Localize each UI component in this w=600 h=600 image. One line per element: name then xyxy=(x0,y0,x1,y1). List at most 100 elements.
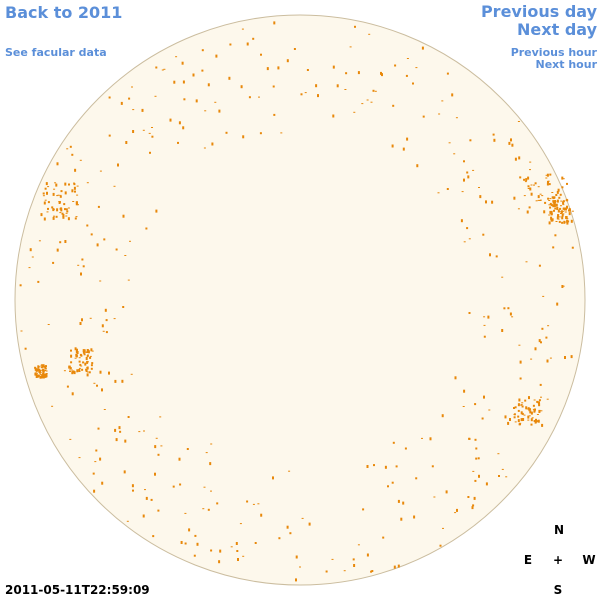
facula xyxy=(130,373,133,375)
facula xyxy=(132,109,135,111)
facular-link[interactable]: See facular data xyxy=(5,46,107,59)
facula xyxy=(433,496,436,498)
facula xyxy=(188,528,191,532)
facula xyxy=(180,541,183,544)
facula xyxy=(548,200,551,201)
facula xyxy=(513,407,515,409)
facula xyxy=(332,114,335,118)
facula xyxy=(438,113,441,115)
back-link[interactable]: Back to 2011 xyxy=(5,3,122,22)
facula xyxy=(395,465,398,468)
facula xyxy=(331,558,334,560)
facula xyxy=(547,180,549,183)
facula xyxy=(416,164,419,168)
facula xyxy=(536,400,539,403)
facula xyxy=(155,66,158,69)
facula xyxy=(38,369,41,373)
facula xyxy=(548,214,551,216)
facula xyxy=(45,365,47,368)
facula xyxy=(71,371,74,375)
next-day-link[interactable]: Next day xyxy=(517,20,598,39)
facula xyxy=(538,410,541,413)
facula xyxy=(138,431,141,433)
facula xyxy=(240,85,243,89)
previous-day-link[interactable]: Previous day xyxy=(481,2,598,21)
facula xyxy=(278,537,281,540)
facula xyxy=(219,549,222,553)
facula xyxy=(489,253,491,257)
facula xyxy=(404,447,407,450)
previous-hour-link[interactable]: Previous hour xyxy=(511,46,598,59)
facula xyxy=(561,176,564,180)
facula xyxy=(86,182,89,184)
facula xyxy=(483,395,485,399)
facula xyxy=(101,324,104,328)
facula xyxy=(504,415,507,419)
facula xyxy=(562,207,565,210)
facula xyxy=(103,238,106,241)
facula xyxy=(474,403,477,406)
facula xyxy=(29,248,32,252)
facula xyxy=(527,419,530,421)
facula xyxy=(105,331,108,334)
facula xyxy=(508,141,511,145)
facula xyxy=(179,483,182,486)
facula xyxy=(53,188,56,190)
next-hour-link[interactable]: Next hour xyxy=(536,58,598,71)
facula xyxy=(529,410,532,414)
facula xyxy=(286,59,289,63)
facula xyxy=(74,168,77,172)
facula xyxy=(24,347,27,350)
facula xyxy=(560,213,562,214)
facula xyxy=(564,211,567,213)
facula xyxy=(439,544,442,547)
facula xyxy=(86,224,89,227)
facula xyxy=(65,212,68,214)
facula xyxy=(473,496,476,500)
facula xyxy=(511,143,514,147)
facula xyxy=(422,115,425,118)
facula xyxy=(42,195,45,197)
facula xyxy=(549,202,552,205)
facula xyxy=(485,482,488,486)
facula xyxy=(468,238,471,240)
facula xyxy=(157,509,160,512)
facula xyxy=(40,213,43,217)
facula xyxy=(381,73,383,77)
compass-south: S xyxy=(554,583,563,597)
facula xyxy=(39,372,42,373)
facula xyxy=(534,347,537,351)
facula xyxy=(527,415,530,419)
facula xyxy=(557,218,560,220)
facula xyxy=(74,347,77,351)
facula xyxy=(154,445,157,449)
facula xyxy=(406,137,409,141)
facula xyxy=(119,430,122,433)
facula xyxy=(45,182,48,186)
facula xyxy=(108,96,111,99)
facula xyxy=(96,243,99,247)
facula xyxy=(228,76,231,80)
facula xyxy=(66,148,69,150)
facula xyxy=(560,205,562,207)
facula xyxy=(530,184,533,186)
facula xyxy=(467,175,470,179)
facula xyxy=(561,221,564,224)
facula xyxy=(556,190,559,194)
facula xyxy=(44,199,47,201)
facula xyxy=(397,564,400,568)
facula xyxy=(304,92,307,94)
facula xyxy=(210,443,213,445)
facula xyxy=(102,330,105,332)
facula xyxy=(548,204,551,206)
facula xyxy=(517,208,520,210)
facula xyxy=(131,484,134,488)
facula xyxy=(42,369,45,373)
facula xyxy=(392,441,395,444)
facula xyxy=(99,170,102,172)
facula xyxy=(207,83,210,87)
facula xyxy=(366,465,369,468)
facula xyxy=(266,67,269,71)
facula xyxy=(259,132,262,135)
facula xyxy=(69,438,72,440)
